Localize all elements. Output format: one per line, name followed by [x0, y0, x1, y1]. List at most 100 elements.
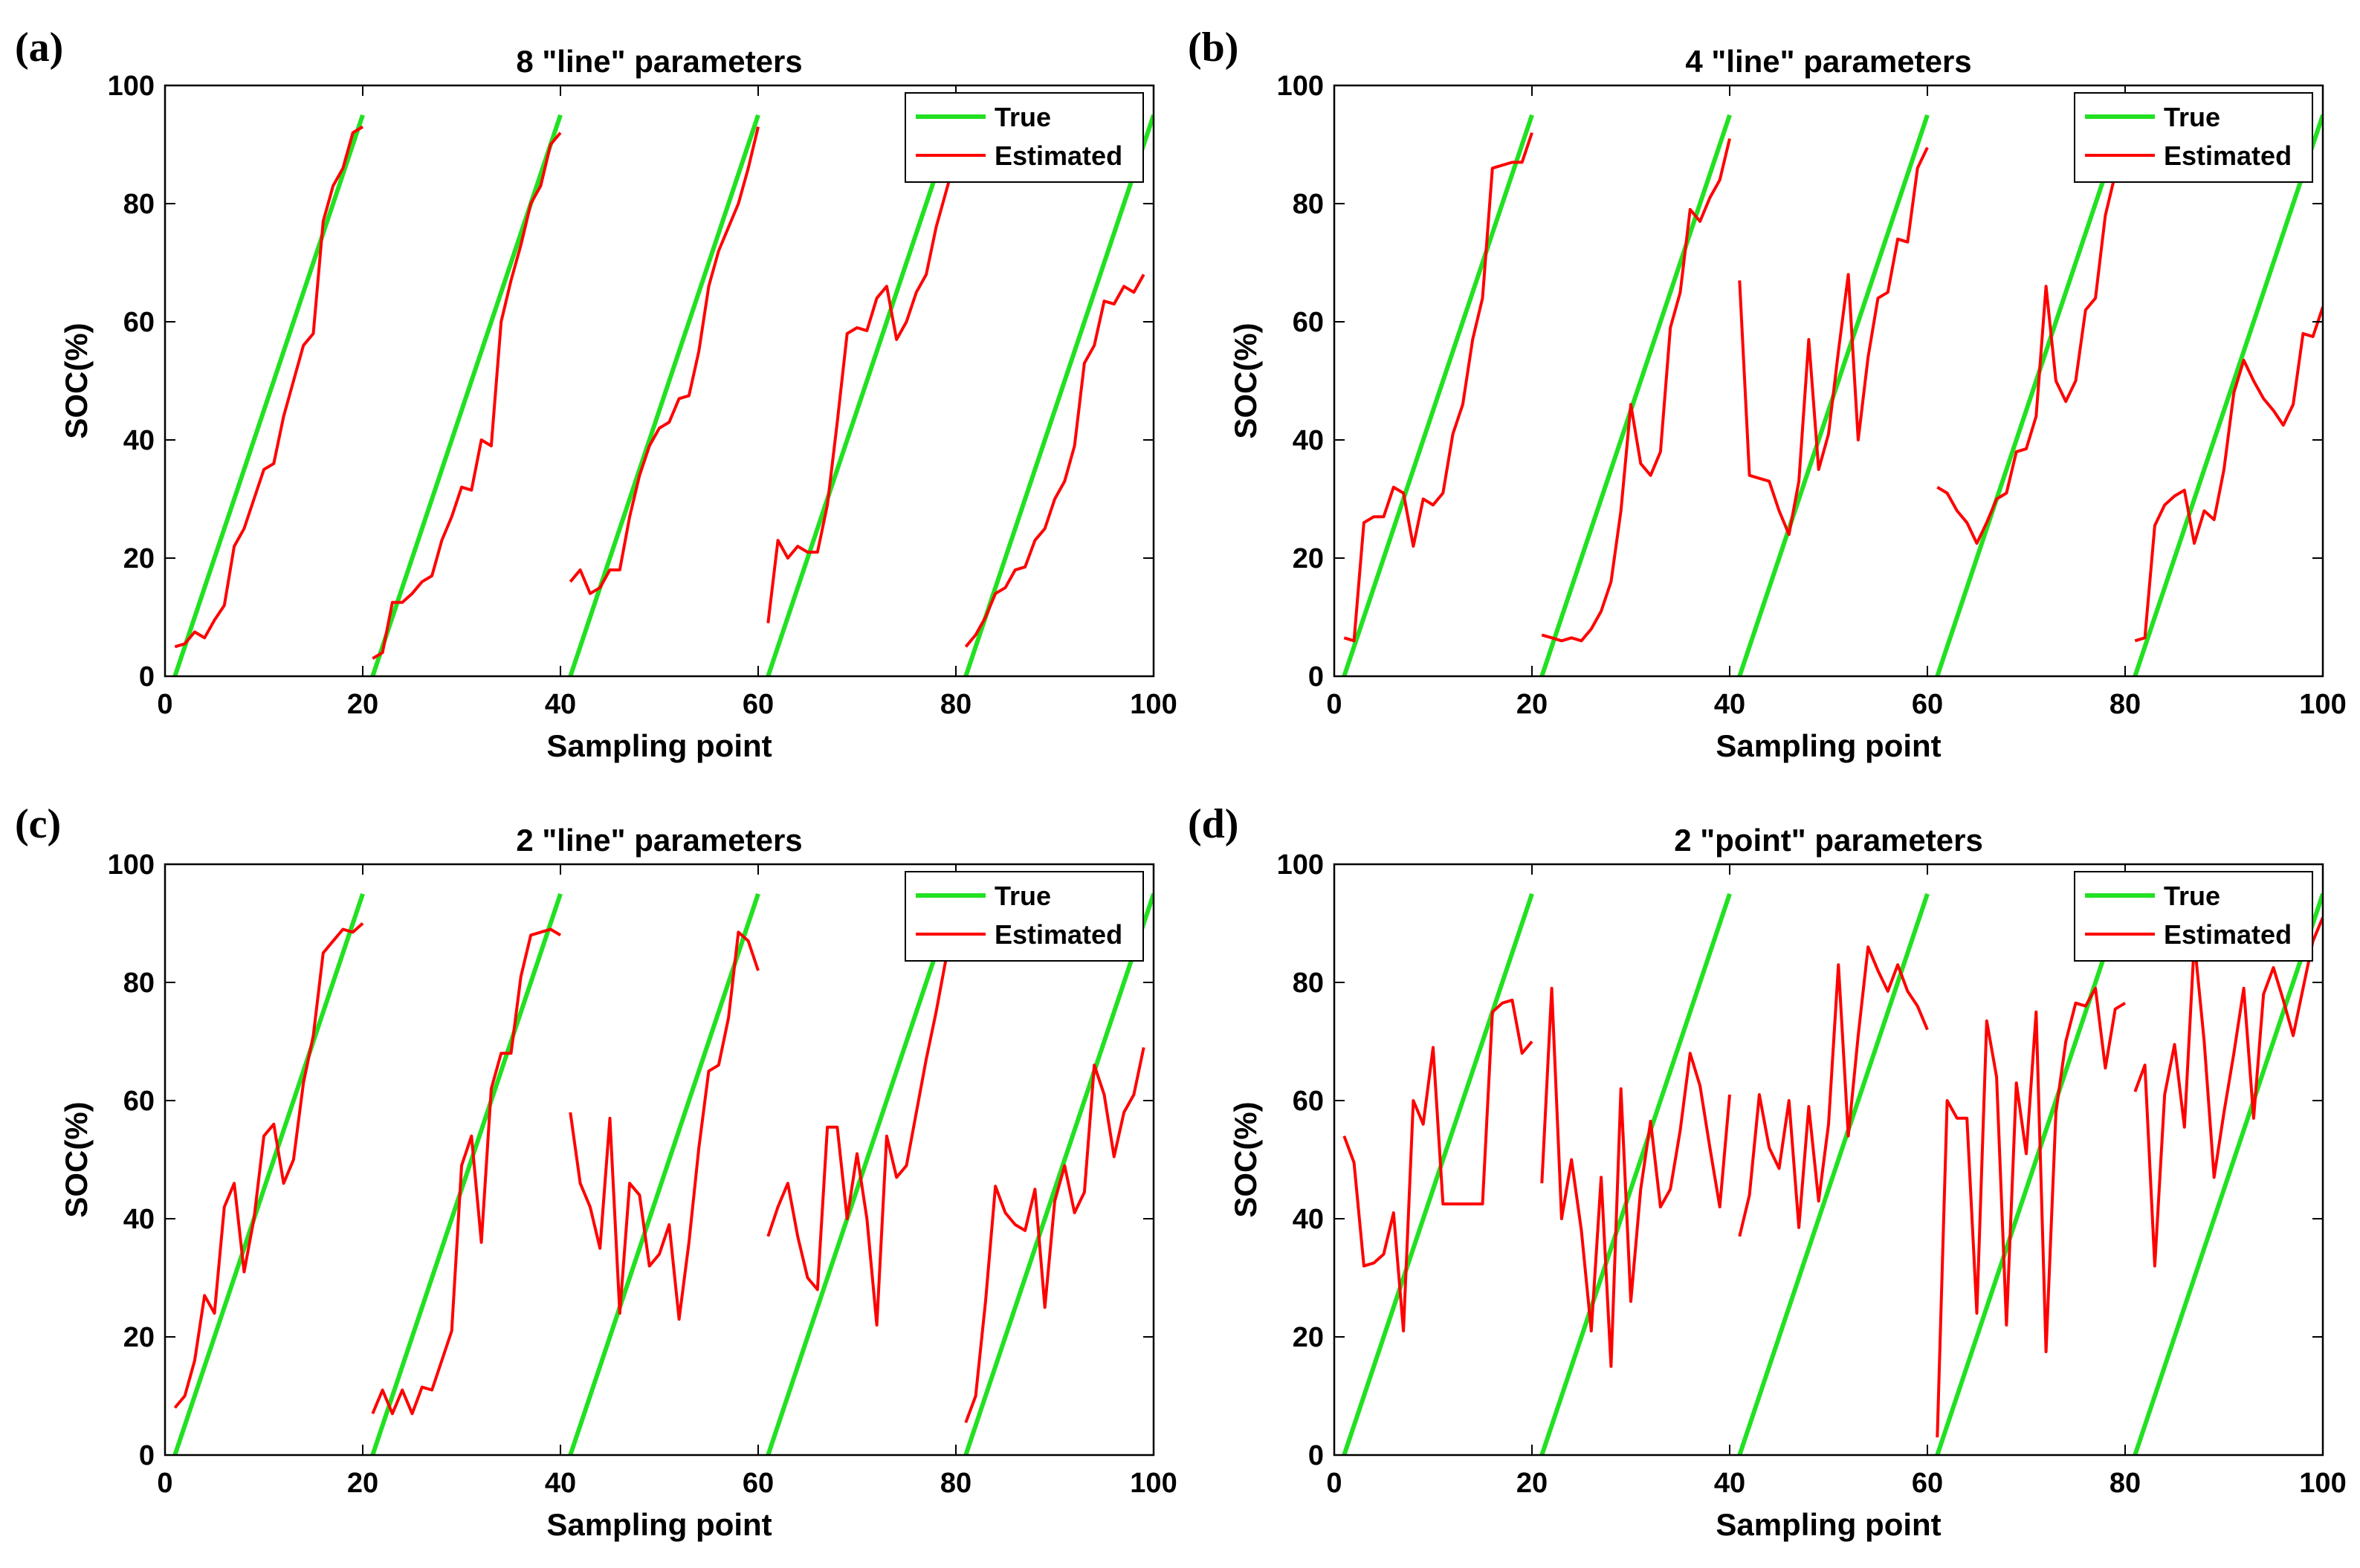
- x-tick-label: 80: [2110, 689, 2141, 720]
- x-tick-label: 60: [1912, 1468, 1943, 1499]
- panel-label: (c): [15, 801, 61, 847]
- x-tick-label: 20: [347, 689, 378, 720]
- y-tick-label: 40: [1293, 1204, 1324, 1235]
- axes-box: [164, 84, 1155, 678]
- y-tick-label: 100: [108, 849, 155, 881]
- x-tick-label: 20: [347, 1468, 378, 1499]
- x-axis-label: Sampling point: [546, 728, 772, 763]
- estimated-series-segment-3: [569, 126, 760, 595]
- plot-area: [1334, 85, 2323, 676]
- estimated-series-segment-5: [2134, 306, 2323, 643]
- x-tick-label: 100: [1130, 689, 1177, 720]
- true-series-segment-5: [2133, 114, 2323, 676]
- panel-label: (a): [15, 25, 63, 71]
- y-tick-label: 80: [123, 968, 155, 999]
- estimated-series-segment-3: [569, 930, 760, 1321]
- panel-label: (d): [1188, 801, 1238, 847]
- axes-box: [1333, 84, 2324, 678]
- y-tick-label: 40: [1293, 425, 1324, 456]
- y-tick-label: 100: [1277, 849, 1324, 881]
- estimated-series-segment-4: [766, 934, 957, 1327]
- plot-area: [165, 864, 1154, 1455]
- x-tick-label: 0: [1326, 689, 1342, 720]
- y-axis-label: SOC(%): [1228, 323, 1263, 438]
- x-axis-label: Sampling point: [1716, 1507, 1941, 1542]
- estimated-series-segment-5: [964, 273, 1145, 648]
- chart-panel-4: 0 20 40 60 80 100 0 20 40 60 80 100 2 "point" parame…: [1188, 801, 2347, 1542]
- x-tick-label: 100: [2299, 1468, 2346, 1499]
- x-tick-label: 100: [2299, 689, 2346, 720]
- estimated-series-segment-3: [1738, 146, 1929, 537]
- y-tick-label: 100: [108, 71, 155, 102]
- chart-title: 2 "line" parameters: [516, 823, 802, 858]
- true-series-segment-4: [1935, 114, 2127, 676]
- true-series-segment-5: [2133, 892, 2323, 1455]
- x-tick-label: 0: [157, 689, 172, 720]
- x-tick-label: 40: [545, 1468, 576, 1499]
- y-tick-label: 40: [123, 425, 155, 456]
- true-series-segment-1: [1342, 892, 1534, 1455]
- true-series-segment-4: [766, 114, 958, 676]
- chart-panel-3: 0 20 40 60 80 100 0 20 40 60 80 100 2 "line" paramet…: [15, 801, 1177, 1542]
- x-tick-label: 60: [743, 1468, 774, 1499]
- y-tick-label: 0: [1308, 1440, 1324, 1471]
- y-tick-label: 0: [139, 1440, 155, 1471]
- y-tick-label: 60: [1293, 1086, 1324, 1117]
- legend-label-estimated: Estimated: [2164, 140, 2292, 171]
- y-tick-label: 40: [123, 1204, 155, 1235]
- plot-area: [165, 85, 1154, 676]
- legend-box: [2074, 871, 2313, 962]
- legend-label-estimated: Estimated: [995, 919, 1122, 950]
- x-tick-label: 80: [2110, 1468, 2141, 1499]
- axes-box: [164, 863, 1155, 1457]
- estimated-series-segment-4: [766, 155, 957, 623]
- x-axis-label: Sampling point: [1716, 728, 1941, 763]
- true-series-segment-1: [1342, 114, 1534, 676]
- chart-title: 8 "line" parameters: [516, 44, 802, 79]
- legend: True Estimated: [2074, 871, 2313, 962]
- chart-title: 4 "line" parameters: [1685, 44, 1971, 79]
- true-series-segment-4: [1935, 892, 2127, 1455]
- estimated-series-segment-5: [2133, 916, 2323, 1268]
- y-tick-label: 20: [123, 1322, 155, 1353]
- data-layer: [172, 892, 1154, 1455]
- estimated-series-segment-2: [371, 927, 562, 1416]
- true-series-segment-4: [766, 892, 958, 1455]
- x-tick-label: 60: [743, 689, 774, 720]
- y-tick-label: 100: [1277, 71, 1324, 102]
- x-tick-label: 40: [545, 689, 576, 720]
- legend-box: [905, 871, 1144, 962]
- panel-label: (b): [1188, 25, 1238, 71]
- true-series-segment-5: [963, 892, 1154, 1455]
- legend-label-true: True: [995, 881, 1051, 911]
- y-tick-label: 20: [123, 543, 155, 574]
- estimated-series-segment-2: [1541, 138, 1731, 643]
- chart-title: 2 "point" parameters: [1674, 823, 1983, 858]
- x-tick-label: 20: [1516, 689, 1548, 720]
- data-layer: [1342, 892, 2323, 1455]
- true-series-segment-2: [1539, 892, 1732, 1455]
- legend: True Estimated: [905, 92, 1144, 183]
- y-axis-label: SOC(%): [59, 323, 94, 438]
- axes-box: [1333, 863, 2324, 1457]
- estimated-series-segment-1: [1342, 998, 1533, 1332]
- estimated-series-segment-1: [174, 125, 364, 649]
- legend-label-true: True: [2164, 881, 2220, 911]
- x-tick-label: 0: [1326, 1468, 1342, 1499]
- legend-box: [905, 92, 1144, 183]
- x-tick-label: 40: [1714, 689, 1745, 720]
- y-axis-label: SOC(%): [59, 1101, 94, 1217]
- y-tick-label: 0: [1308, 661, 1324, 693]
- x-tick-label: 60: [1912, 689, 1943, 720]
- chart-panel-2: 0 20 40 60 80 100 0 20 40 60 80 100 4 "line" paramet…: [1188, 25, 2347, 763]
- data-layer: [172, 114, 1154, 676]
- estimated-series-segment-5: [964, 1047, 1145, 1423]
- legend-label-estimated: Estimated: [995, 140, 1122, 171]
- y-tick-label: 80: [123, 189, 155, 220]
- true-series-segment-1: [172, 892, 365, 1455]
- x-tick-label: 20: [1516, 1468, 1548, 1499]
- legend-label-true: True: [995, 102, 1051, 132]
- true-series-segment-1: [172, 114, 365, 676]
- true-series-segment-3: [1737, 892, 1930, 1455]
